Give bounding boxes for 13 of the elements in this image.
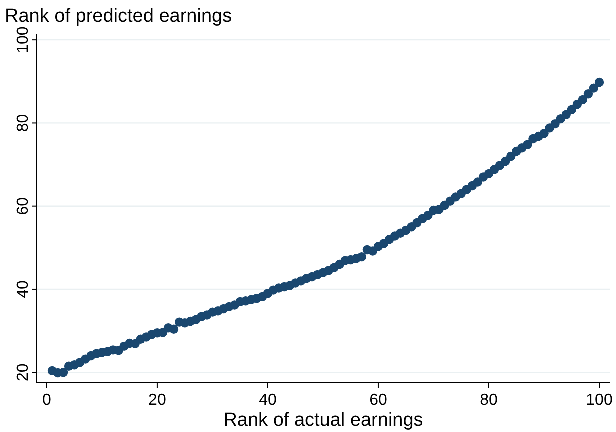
y-tick-label: 100 — [15, 26, 32, 54]
x-tick-label: 100 — [586, 392, 613, 409]
x-tick-label: 20 — [148, 392, 166, 409]
y-tick-label: 40 — [15, 280, 32, 298]
y-tick-label: 20 — [15, 364, 32, 382]
y-tick-label: 80 — [15, 114, 32, 132]
x-tick-label: 40 — [259, 392, 277, 409]
x-tick-label: 60 — [370, 392, 388, 409]
x-tick-label: 0 — [42, 392, 52, 409]
x-axis-title: Rank of actual earnings — [224, 410, 424, 431]
chart-title: Rank of predicted earnings — [5, 6, 232, 27]
x-tick-label: 80 — [480, 392, 498, 409]
y-tick-label: 60 — [15, 197, 32, 216]
